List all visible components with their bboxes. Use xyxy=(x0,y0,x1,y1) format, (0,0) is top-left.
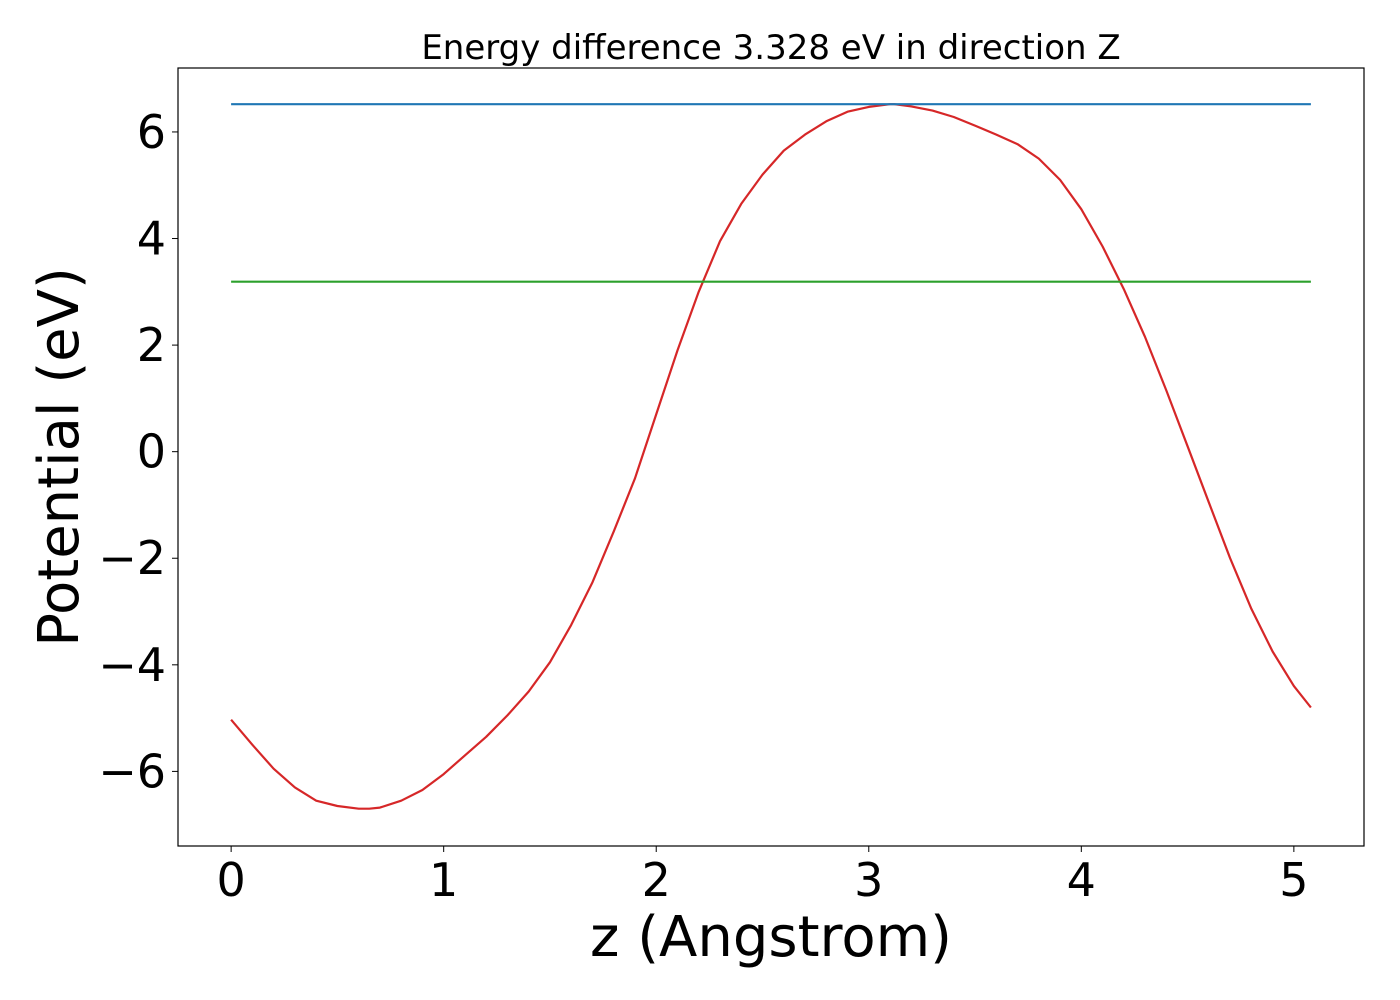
x-tick-label: 4 xyxy=(1067,853,1096,907)
y-axis-label: Potential (eV) xyxy=(27,267,92,647)
x-tick-label: 0 xyxy=(216,853,245,907)
x-tick-label: 1 xyxy=(429,853,458,907)
y-tick-label: −6 xyxy=(98,744,166,798)
x-axis-ticks: 0 1 2 3 4 5 xyxy=(216,846,1309,907)
y-tick-label: 2 xyxy=(137,318,166,372)
x-axis-label: z (Angstrom) xyxy=(590,905,952,970)
y-tick-label: 4 xyxy=(137,212,166,266)
plot-area xyxy=(177,67,1365,847)
series-line-0 xyxy=(230,103,1312,810)
x-tick-label: 5 xyxy=(1279,853,1308,907)
chart-title: Energy difference 3.328 eV in direction … xyxy=(421,28,1120,68)
y-tick-label: 6 xyxy=(137,105,166,159)
y-tick-label: 0 xyxy=(137,425,166,479)
x-tick-label: 2 xyxy=(642,853,671,907)
y-axis-ticks: −6 −4 −2 0 2 4 6 xyxy=(98,105,178,798)
y-tick-label: −4 xyxy=(98,638,166,692)
x-tick-label: 3 xyxy=(854,853,883,907)
y-tick-label: −2 xyxy=(98,531,166,585)
series-layer xyxy=(230,103,1312,810)
